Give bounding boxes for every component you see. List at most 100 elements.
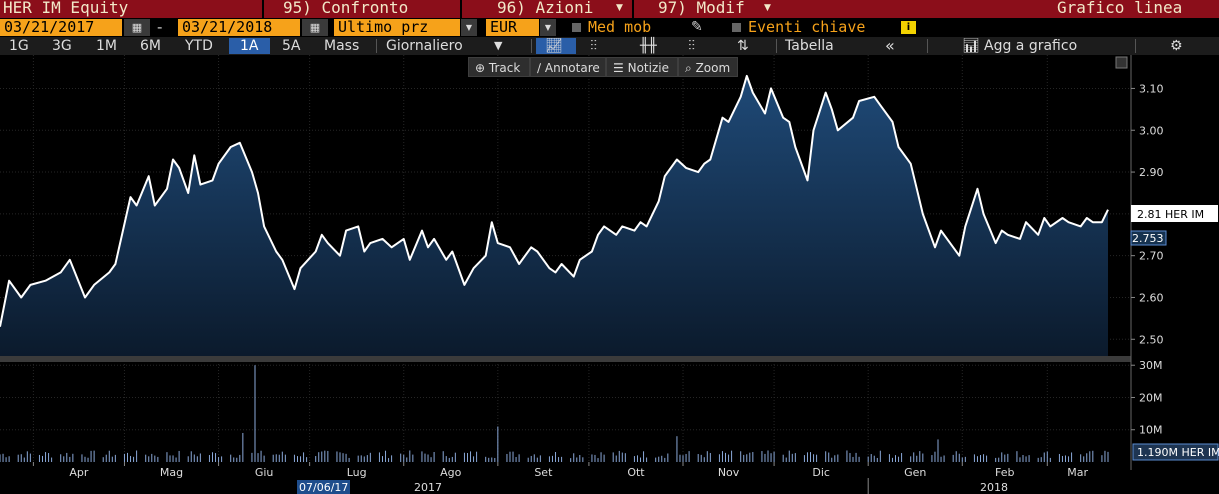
track-icon: ⊕	[475, 61, 486, 75]
date-controls-row: 03/21/2017 ▦ - 03/21/2018 ▦ Ultimo prz ▼…	[0, 18, 1219, 37]
modify-dropdown-icon[interactable]: ▼	[764, 3, 771, 13]
panel-menu-icon[interactable]	[1115, 56, 1128, 69]
month-label: Feb	[995, 466, 1014, 479]
news-label: Notizie	[627, 61, 669, 75]
period-6m[interactable]: 6M	[140, 38, 161, 54]
month-label: Lug	[347, 466, 367, 479]
month-label: Mag	[160, 466, 183, 479]
annotate-label: Annotare	[544, 61, 600, 75]
month-label: Mar	[1067, 466, 1088, 479]
divider	[376, 39, 377, 53]
month-label: Nov	[718, 466, 740, 479]
divider	[531, 39, 532, 53]
chart-add-icon[interactable]: 📊︎	[962, 38, 980, 54]
news-button[interactable]: ☰ Notizie	[606, 57, 678, 77]
candle-chart-icon[interactable]: ╫╫	[640, 38, 657, 54]
zoom-button[interactable]: ⌕ Zoom	[678, 57, 738, 77]
chart-title: Grafico linea	[1057, 0, 1183, 17]
frequency-select[interactable]: Giornaliero	[386, 38, 463, 54]
start-date-field[interactable]: 03/21/2017	[0, 19, 122, 36]
price-tick-label: 3.00	[1139, 124, 1164, 137]
table-button[interactable]: Tabella	[785, 38, 834, 54]
period-1a[interactable]: 1A	[240, 38, 259, 54]
price-tick-label: 3.10	[1139, 82, 1164, 95]
price-tick-label: 2.90	[1139, 166, 1164, 179]
price-line	[0, 74, 1109, 327]
period-1m[interactable]: 1M	[96, 38, 117, 54]
last-price-tag	[1131, 205, 1218, 222]
track-label: Track	[488, 61, 521, 75]
volume-tick-label: 10M	[1139, 424, 1163, 437]
price-tick-label: 2.50	[1139, 333, 1164, 346]
compare-menu[interactable]: 95) Confronto	[283, 0, 409, 17]
period-toolbar: 1G 3G 1M 6M YTD 1A 5A Mass Giornaliero ▼…	[0, 37, 1219, 55]
news-icon: ☰	[613, 61, 624, 75]
period-5a[interactable]: 5A	[282, 38, 301, 54]
secondary-price-tag	[1130, 230, 1167, 246]
hlc-chart-icon[interactable]: ⇅	[737, 38, 749, 54]
start-calendar-icon[interactable]: ▦	[124, 19, 150, 36]
line-chart-icon[interactable]: 📈︎	[545, 38, 563, 54]
month-label: Ott	[627, 466, 645, 479]
modify-menu[interactable]: 97) Modif	[658, 0, 745, 17]
divider	[262, 0, 264, 18]
price-area	[0, 75, 1108, 357]
date-separator: -	[157, 18, 163, 36]
info-icon[interactable]: i	[901, 21, 916, 34]
moving-avg-checkbox[interactable]	[572, 23, 581, 32]
bar-chart-icon[interactable]: ⫶⫶	[688, 38, 695, 54]
year-label: 2018	[980, 481, 1008, 494]
actions-menu[interactable]: 96) Azioni	[497, 0, 594, 17]
zoom-icon: ⌕	[685, 61, 692, 75]
currency-select[interactable]: EUR	[486, 19, 539, 36]
period-max[interactable]: Mass	[324, 38, 360, 54]
settings-gear-icon[interactable]: ⚙	[1170, 38, 1183, 54]
annotate-icon: ∕	[537, 61, 542, 75]
secondary-price-label: 2.753	[1132, 232, 1164, 245]
month-label: Set	[534, 466, 553, 479]
divider	[776, 39, 777, 53]
period-ytd[interactable]: YTD	[185, 38, 213, 54]
volume-tick-label: 30M	[1139, 359, 1163, 372]
track-button[interactable]: ⊕ Track	[468, 57, 530, 77]
end-calendar-icon[interactable]: ▦	[302, 19, 328, 36]
price-tick-label: 2.70	[1139, 250, 1164, 263]
month-label: Giu	[255, 466, 274, 479]
currency-dropdown-icon[interactable]: ▼	[540, 19, 556, 36]
year-label: 2017	[414, 481, 442, 494]
last-price-label: 2.81 HER IM	[1137, 208, 1204, 221]
price-field-select[interactable]: Ultimo prz	[334, 19, 460, 36]
collapse-button[interactable]: «	[885, 36, 895, 55]
cursor-date-label: 07/06/17	[299, 481, 348, 494]
key-events-label[interactable]: Eventi chiave	[748, 18, 866, 36]
annotate-button[interactable]: ∕ Annotare	[530, 57, 606, 77]
volume-tick-label: 20M	[1139, 391, 1163, 404]
divider	[927, 39, 928, 53]
month-label: Gen	[904, 466, 926, 479]
panel-separator[interactable]	[0, 356, 1131, 362]
selected-period-highlight	[229, 38, 270, 54]
divider	[460, 0, 462, 18]
zoom-label: Zoom	[695, 61, 731, 75]
month-label: Dic	[812, 466, 830, 479]
period-3g[interactable]: 3G	[52, 38, 72, 54]
cursor-date-tag	[297, 480, 350, 494]
frequency-dropdown-icon[interactable]: ▼	[494, 39, 503, 52]
month-label: Ago	[440, 466, 462, 479]
volume-tag	[1132, 443, 1219, 461]
divider	[632, 0, 634, 18]
top-bar: HER IM Equity 95) Confronto 96) Azioni ▼…	[0, 0, 1219, 18]
actions-dropdown-icon[interactable]: ▼	[616, 3, 623, 13]
period-1g[interactable]: 1G	[9, 38, 29, 54]
security-label[interactable]: HER IM Equity	[3, 0, 129, 17]
line-chart-selected	[536, 38, 576, 54]
key-events-checkbox[interactable]	[732, 23, 741, 32]
end-date-field[interactable]: 03/21/2018	[178, 19, 300, 36]
add-to-chart-button[interactable]: Agg a grafico	[984, 38, 1078, 54]
ohlc-chart-icon[interactable]: ⫶⫶	[590, 38, 597, 54]
price-field-dropdown-icon[interactable]: ▼	[461, 19, 477, 36]
moving-avg-label[interactable]: Med mob	[588, 18, 652, 36]
pencil-icon[interactable]: ✎	[691, 19, 703, 35]
volume-label: 1.190M HER IM	[1137, 446, 1219, 459]
